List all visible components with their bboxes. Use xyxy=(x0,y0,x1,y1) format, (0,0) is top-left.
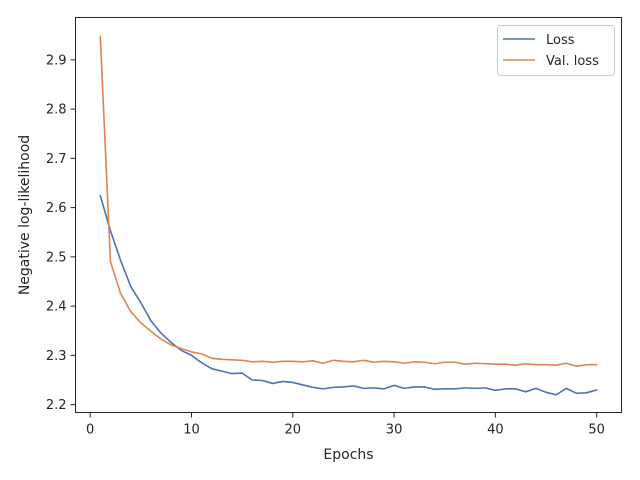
x-tick-label: 0 xyxy=(86,423,94,438)
x-axis: 0 10 20 30 40 50 xyxy=(86,412,605,438)
series-line-val-loss xyxy=(99,35,598,368)
y-axis-label: Negative log-likelihood xyxy=(17,135,33,295)
y-tick-label: 2.2 xyxy=(46,398,67,413)
legend-label-loss: Loss xyxy=(546,33,575,48)
x-tick-label: 30 xyxy=(386,423,403,438)
x-tick-label: 40 xyxy=(487,423,504,438)
y-tick-label: 2.7 xyxy=(46,152,67,167)
y-tick-label: 2.9 xyxy=(46,53,67,68)
x-tick-label: 10 xyxy=(183,423,200,438)
y-axis: 2.2 2.3 2.4 2.5 2.6 2.7 2.8 2.9 xyxy=(46,53,76,413)
y-tick-label: 2.8 xyxy=(46,103,67,118)
legend: Loss Val. loss xyxy=(497,25,615,76)
x-tick-label: 20 xyxy=(285,423,302,438)
series-line-loss xyxy=(99,194,598,396)
axes-frame xyxy=(75,17,622,413)
x-tick-label: 50 xyxy=(588,423,605,438)
plot-area: 0 10 20 30 40 50 2.2 2.3 2.4 2.5 2.6 2.7 2.8 2.9 xyxy=(46,17,622,438)
y-tick-label: 2.6 xyxy=(46,201,67,216)
x-axis-label: Epochs xyxy=(323,447,373,463)
y-tick-label: 2.5 xyxy=(46,250,67,265)
series-lines xyxy=(99,35,598,396)
y-tick-label: 2.4 xyxy=(46,300,67,315)
legend-frame xyxy=(497,25,615,76)
legend-label-val-loss: Val. loss xyxy=(546,54,599,69)
y-tick-label: 2.3 xyxy=(46,349,67,364)
